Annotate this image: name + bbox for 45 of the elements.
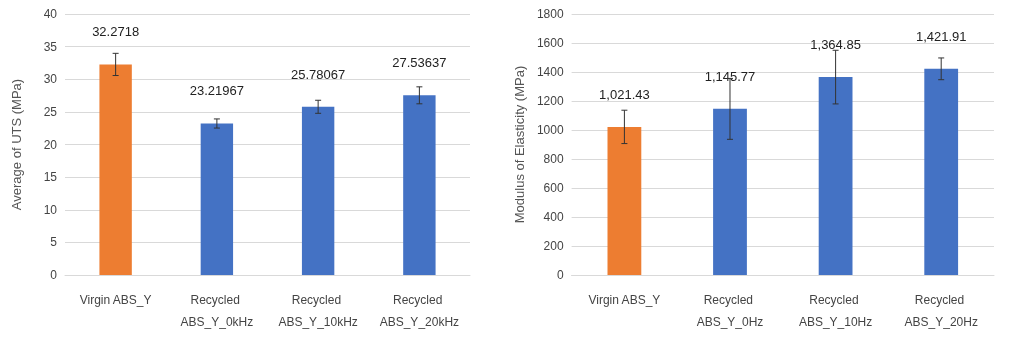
y-tick-label: 800 <box>543 152 564 166</box>
y-tick-label: 200 <box>543 239 564 253</box>
data-label: 25.78067 <box>291 66 346 82</box>
y-tick-label: 35 <box>43 39 58 54</box>
x-tick-label: Virgin ABS_Y <box>588 293 661 307</box>
y-tick-label: 10 <box>43 202 58 217</box>
bar <box>301 106 335 275</box>
bar <box>200 123 234 275</box>
x-tick-label: Recycled ABS_Y_0Hz <box>696 293 764 329</box>
y-tick-label: 0 <box>50 268 58 282</box>
y-tick-label: 1800 <box>536 7 564 21</box>
data-label: 1,021.43 <box>599 86 650 102</box>
y-tick-label: 5 <box>50 235 58 250</box>
data-label: 27.53637 <box>392 55 447 71</box>
x-tick-label: Recycled ABS_Y_10kHz <box>278 293 358 329</box>
y-tick-label: 1600 <box>536 36 564 50</box>
data-label: 32.2718 <box>92 24 140 40</box>
y-tick-label: 15 <box>43 170 58 185</box>
y-axis-title: Modulus of Elasticity (MPa) <box>512 65 527 224</box>
x-tick-label: Recycled ABS_Y_10Hz <box>798 293 873 329</box>
y-tick-label: 0 <box>556 268 564 282</box>
y-tick-label: 30 <box>43 72 58 87</box>
y-tick-label: 1000 <box>536 123 564 137</box>
y-tick-label: 1200 <box>536 94 564 108</box>
bar <box>818 77 853 275</box>
bar <box>607 126 642 275</box>
data-label: 1,145.77 <box>704 68 756 84</box>
bar <box>924 68 959 275</box>
bar <box>713 108 747 275</box>
y-tick-label: 20 <box>43 137 58 152</box>
y-tick-label: 600 <box>543 181 564 195</box>
data-label: 1,421.91 <box>915 28 967 44</box>
y-tick-label: 1400 <box>536 65 564 79</box>
data-label: 23.21967 <box>189 83 244 99</box>
data-label: 1,364.85 <box>810 37 861 53</box>
y-axis-title: Average of UTS (MPa) <box>9 78 24 211</box>
x-tick-label: Virgin ABS_Y <box>79 293 152 307</box>
x-tick-label: Recycled ABS_Y_20Hz <box>904 293 978 329</box>
y-tick-label: 400 <box>543 210 564 224</box>
y-tick-label: 25 <box>43 104 58 119</box>
x-tick-label: Recycled ABS_Y_20kHz <box>379 293 460 329</box>
x-tick-label: Recycled ABS_Y_0kHz <box>180 293 254 329</box>
y-tick-label: 40 <box>43 7 58 21</box>
bar <box>403 95 436 275</box>
bar <box>99 64 132 275</box>
